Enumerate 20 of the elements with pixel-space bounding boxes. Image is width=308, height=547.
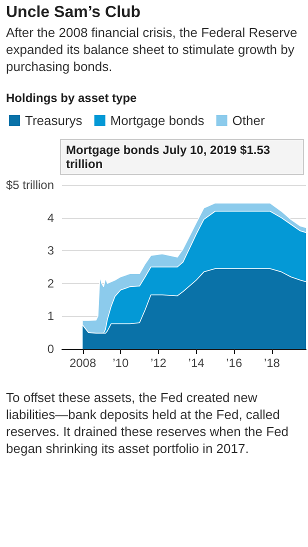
chart-title: Uncle Sam’s Club (6, 4, 142, 22)
x-tick-label: ’14 (188, 356, 205, 370)
legend-title: Holdings by asset type (6, 91, 138, 105)
y-tick-label: 1 (47, 309, 54, 324)
x-tick-label: ’18 (264, 356, 280, 370)
legend-label: Other (232, 113, 266, 128)
y-tick-label: 0 (47, 342, 54, 356)
x-tick-label: ’12 (150, 356, 167, 370)
legend-label: Mortgage bonds (110, 113, 205, 128)
x-tick-label: ’10 (112, 356, 129, 370)
y-tick-label: 4 (47, 210, 54, 225)
chart-subtitle: After the 2008 financial crisis, the Federal Reserve expanded its balance sheet to stimulate growth by purchasing bonds. (6, 24, 298, 75)
text: Mortgage bonds July 10, 2019 $1.53 trillion (60, 139, 304, 175)
legend-label: Treasurys (25, 113, 83, 128)
y-tick-label: 2 (47, 276, 54, 290)
x-tick-label: ’16 (226, 356, 242, 370)
x-tick-label: 2008 (69, 356, 96, 370)
y-tick-label: 3 (47, 244, 54, 258)
y-tick-label: $5 trillion (6, 178, 54, 192)
text: To offset these assets, the Fed created new liabilities—bank deposits held at the Fed, called reserves. It drained these reserves when the Fed began shrinking its asset portfolio in 2017. (6, 389, 290, 457)
